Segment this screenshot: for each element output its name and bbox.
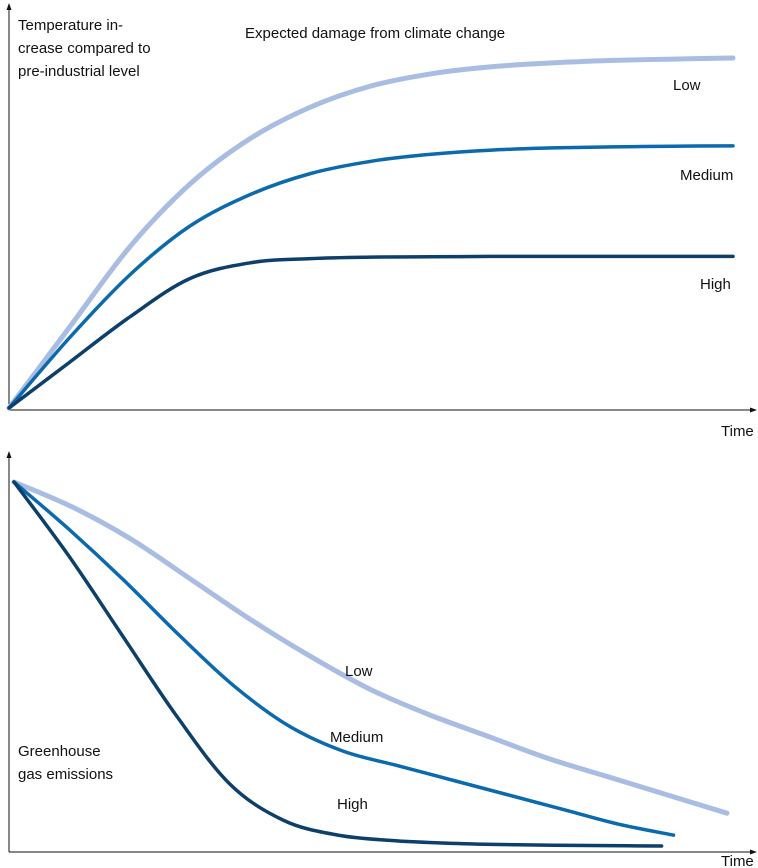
top-ylabel-line-1: Temperature in- bbox=[18, 17, 123, 34]
top-y-axis-arrow bbox=[6, 3, 12, 10]
top-series-label-high: High bbox=[700, 276, 731, 293]
bottom-x-axis-arrow bbox=[750, 849, 757, 855]
top-chart: Temperature in- crease compared to pre-i… bbox=[6, 3, 757, 440]
bottom-chart: Greenhouse gas emissions Time Low Medium… bbox=[6, 451, 757, 868]
bottom-xlabel: Time bbox=[721, 853, 754, 868]
bottom-series-label-low: Low bbox=[345, 663, 373, 680]
bottom-series-group bbox=[11, 479, 730, 848]
top-series-label-medium: Medium bbox=[680, 167, 733, 184]
top-ylabel-line-3: pre-industrial level bbox=[18, 63, 140, 80]
top-series-line-medium bbox=[7, 144, 735, 410]
top-series-line-high bbox=[7, 254, 735, 410]
bottom-ylabel-line-1: Greenhouse bbox=[18, 743, 101, 760]
bottom-series-label-medium: Medium bbox=[330, 729, 383, 746]
top-chart-title: Expected damage from climate change bbox=[245, 25, 505, 42]
top-series-label-low: Low bbox=[673, 77, 701, 94]
bottom-series-line-medium bbox=[12, 480, 676, 837]
bottom-series-line-high bbox=[12, 480, 664, 848]
top-ylabel-line-2: crease compared to bbox=[18, 40, 151, 57]
bottom-ylabel-line-2: gas emissions bbox=[18, 766, 113, 783]
top-x-axis-arrow bbox=[750, 407, 757, 413]
bottom-series-line-low bbox=[11, 479, 730, 816]
top-series-group bbox=[6, 55, 736, 411]
top-xlabel: Time bbox=[721, 423, 754, 440]
top-series-line-low bbox=[6, 55, 736, 411]
bottom-y-axis-arrow bbox=[6, 451, 12, 458]
bottom-series-label-high: High bbox=[337, 796, 368, 813]
